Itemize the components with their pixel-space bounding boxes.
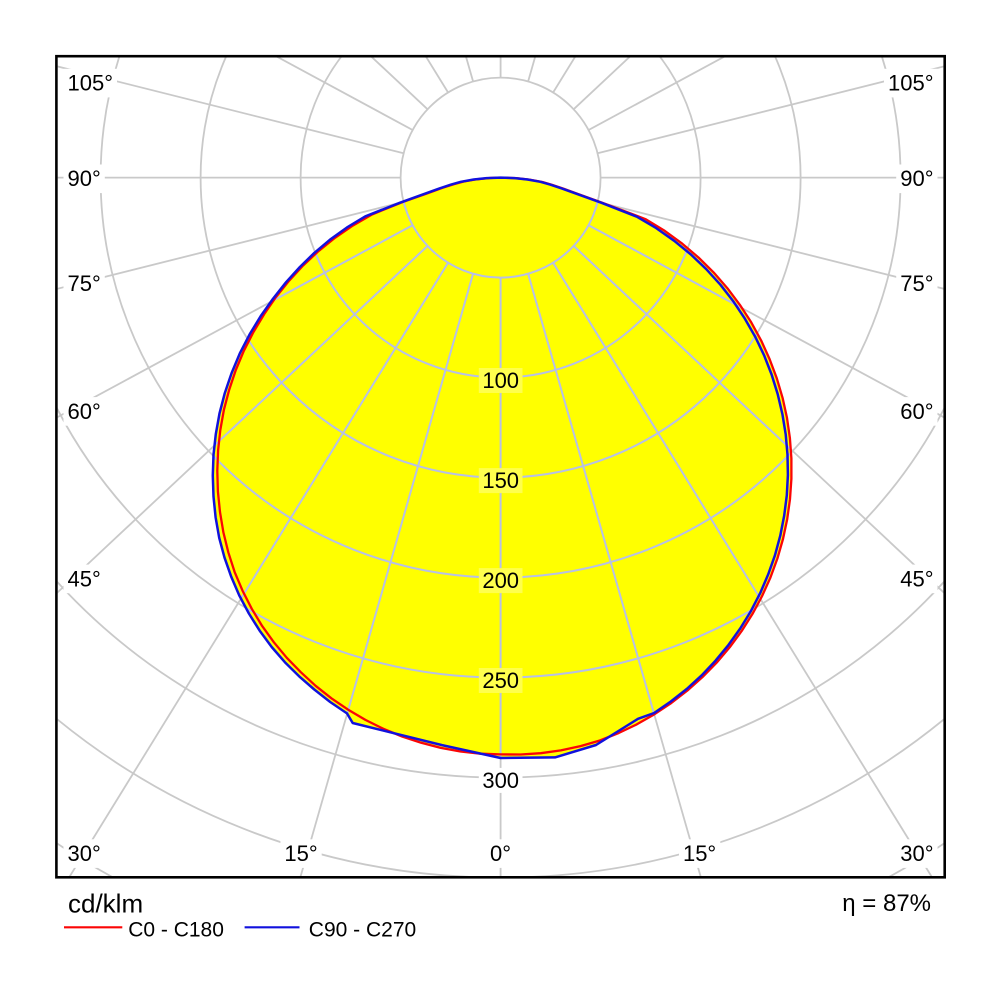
svg-text:C90 - C270: C90 - C270 [309,919,416,942]
svg-text:105°: 105° [888,71,934,96]
svg-text:300: 300 [482,768,519,793]
svg-text:250: 250 [482,668,519,693]
svg-text:150: 150 [482,468,519,493]
svg-text:75°: 75° [68,271,101,296]
svg-text:105°: 105° [68,71,114,96]
svg-text:30°: 30° [68,841,101,866]
svg-text:C0 - C180: C0 - C180 [128,919,224,942]
svg-text:15°: 15° [284,841,317,866]
svg-text:η = 87%: η = 87% [842,890,931,917]
svg-text:90°: 90° [68,166,101,191]
svg-text:0°: 0° [490,841,511,866]
svg-text:60°: 60° [900,399,933,424]
svg-text:30°: 30° [900,841,933,866]
svg-text:cd/klm: cd/klm [68,889,143,919]
svg-text:75°: 75° [900,271,933,296]
svg-text:45°: 45° [68,566,101,591]
svg-text:90°: 90° [900,166,933,191]
svg-text:200: 200 [482,568,519,593]
svg-text:45°: 45° [900,566,933,591]
svg-text:100: 100 [482,368,519,393]
svg-text:60°: 60° [68,399,101,424]
svg-text:15°: 15° [683,841,716,866]
